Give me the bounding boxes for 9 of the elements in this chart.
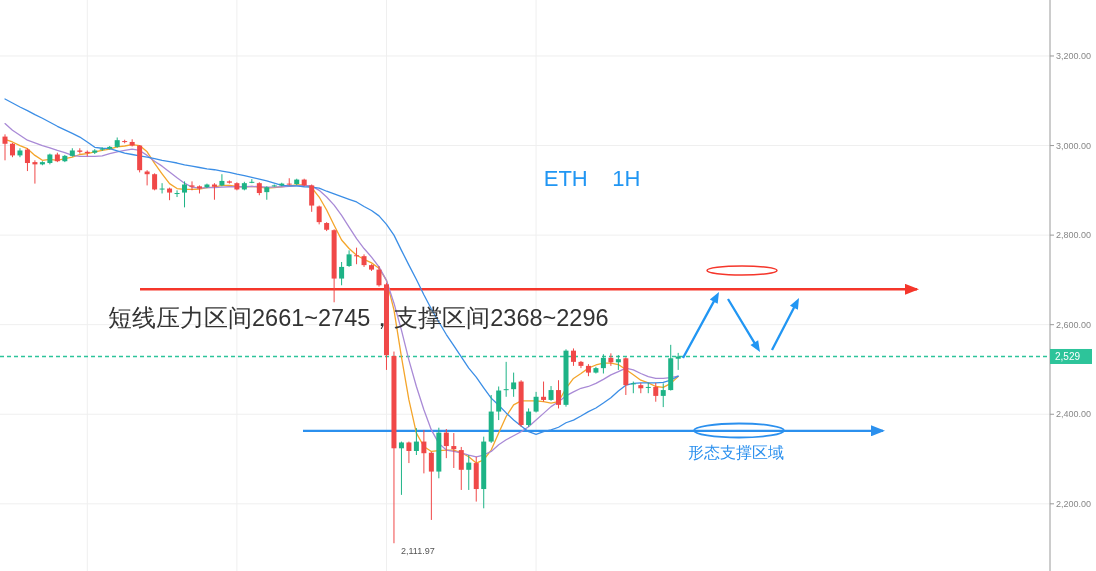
- title: ETH 1H: [543, 166, 641, 191]
- y-tick-label: 2,200.00: [1056, 498, 1092, 509]
- y-tick-label: 3,000.00: [1056, 140, 1092, 151]
- y-tick-label: 2,800.00: [1056, 230, 1092, 241]
- ref-line-label: 2,529: [1055, 350, 1081, 362]
- annotation: 2,111.97: [400, 546, 435, 557]
- y-tick-label: 3,200.00: [1056, 50, 1092, 61]
- y-tick-label: 2,400.00: [1056, 409, 1092, 420]
- y-tick-label: 2,600.00: [1056, 319, 1092, 330]
